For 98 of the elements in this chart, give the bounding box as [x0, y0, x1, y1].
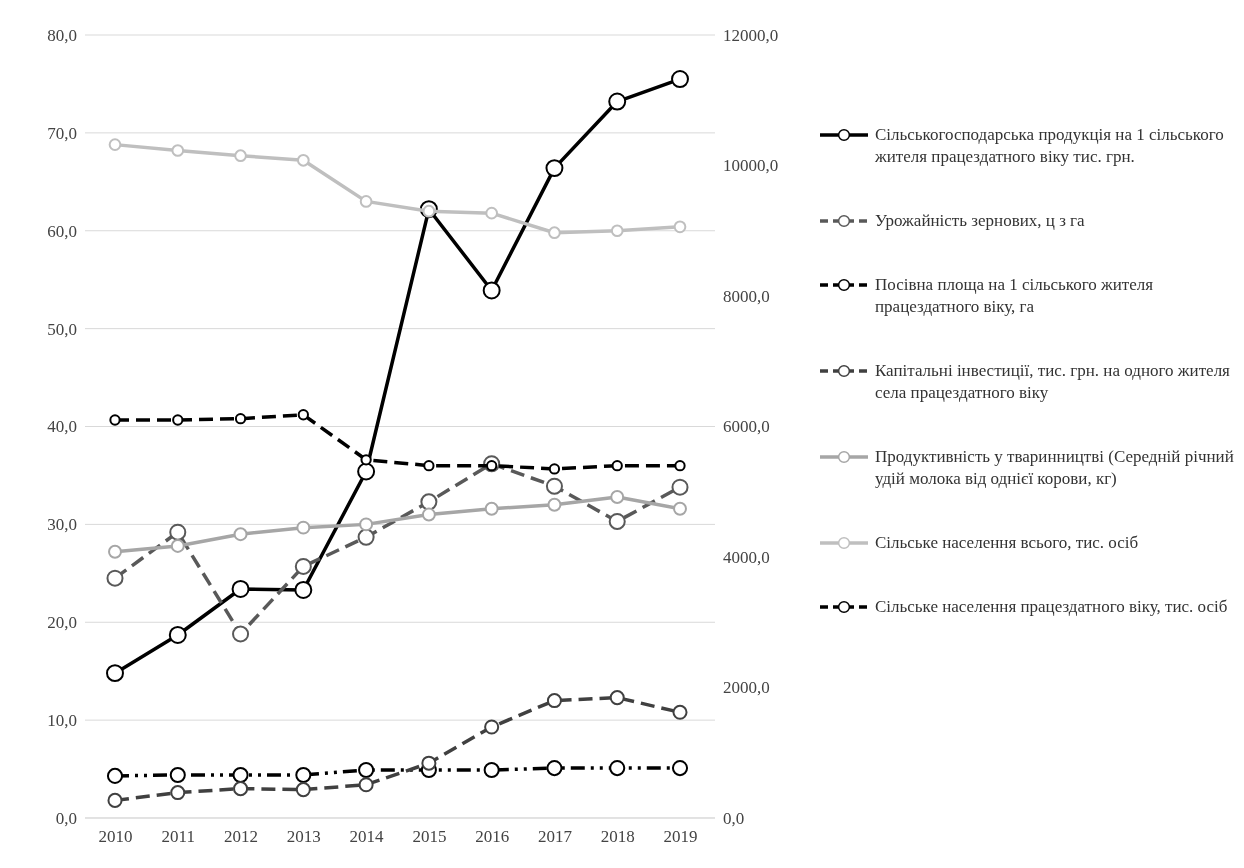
point — [357, 462, 376, 481]
point — [169, 766, 186, 783]
point — [231, 580, 250, 598]
point — [672, 704, 688, 720]
point — [232, 766, 249, 783]
point — [296, 153, 310, 167]
point — [545, 159, 564, 178]
point — [673, 220, 687, 234]
y-tick-label: 80,0 — [47, 25, 77, 45]
y-tick-label: 40,0 — [47, 417, 77, 437]
y2-tick-label: 12000,0 — [723, 25, 779, 45]
point — [357, 528, 375, 546]
point — [108, 138, 122, 151]
legend-label: Урожайність зернових, ц з га — [875, 211, 1086, 230]
point — [358, 762, 375, 779]
point — [608, 92, 627, 111]
x-tick-label: 2010 — [98, 827, 133, 847]
point — [482, 281, 501, 300]
point — [168, 626, 187, 644]
point — [421, 755, 437, 771]
x-tick-label: 2017 — [537, 827, 573, 847]
x-tick-label: 2014 — [349, 827, 385, 847]
point — [609, 760, 626, 777]
point — [172, 414, 184, 426]
y2-tick-label: 8000,0 — [723, 286, 770, 306]
point — [483, 762, 500, 779]
point — [171, 144, 185, 157]
x-tick-label: 2015 — [412, 827, 447, 847]
y2-tick-label: 0,0 — [723, 808, 745, 828]
point — [673, 501, 687, 516]
point — [610, 224, 624, 238]
y-tick-label: 0,0 — [55, 808, 77, 828]
point — [294, 557, 312, 575]
legend-label: Посівна площа на 1 сільського жителя працездатного віку, га — [875, 275, 1154, 316]
point — [484, 501, 499, 516]
legend-label: Сільськогосподарська продукція на 1 сільського жителя працездатного віку тис. грн. — [874, 125, 1224, 166]
legend-label: Сільське населення працездатного віку, тис. осіб — [875, 597, 1228, 616]
point — [609, 690, 625, 706]
point — [109, 414, 121, 426]
x-tick-label: 2019 — [663, 827, 698, 847]
point — [484, 719, 500, 735]
point — [608, 512, 626, 530]
point — [671, 70, 689, 89]
x-tick-label: 2011 — [161, 827, 195, 847]
point — [294, 580, 313, 599]
point — [295, 782, 311, 798]
point — [234, 413, 247, 425]
y2-tick-label: 6000,0 — [723, 417, 770, 437]
point — [423, 460, 435, 472]
x-tick-label: 2012 — [224, 827, 259, 847]
point — [295, 766, 312, 783]
legend-label: Сільське населення всього, тис. осіб — [875, 533, 1139, 552]
point — [671, 760, 689, 777]
point — [546, 693, 562, 709]
x-tick-label: 2013 — [286, 827, 321, 847]
point — [671, 478, 689, 496]
point — [610, 490, 625, 504]
point — [421, 507, 436, 522]
point — [106, 767, 124, 784]
point — [485, 206, 499, 220]
y2-tick-label: 4000,0 — [723, 547, 770, 567]
point — [108, 544, 122, 559]
y-tick-label: 20,0 — [47, 613, 77, 633]
point — [674, 460, 686, 472]
point — [232, 625, 250, 643]
point — [296, 520, 311, 535]
point — [107, 792, 123, 808]
point — [545, 477, 563, 495]
point — [169, 523, 187, 541]
point — [297, 409, 309, 421]
point — [548, 463, 561, 475]
x-tick-label: 2018 — [600, 827, 635, 847]
point — [170, 538, 185, 553]
y2-tick-label: 2000,0 — [723, 678, 770, 698]
legend-label: Капітальні інвестиції, тис. грн. на одного жителя села працездатного віку — [875, 361, 1231, 402]
point — [106, 569, 124, 587]
y-tick-label: 30,0 — [47, 515, 77, 535]
point — [359, 195, 373, 208]
x-tick-label: 2016 — [475, 827, 510, 847]
y-tick-label: 60,0 — [47, 221, 77, 241]
point — [234, 149, 247, 163]
point — [420, 493, 438, 511]
point — [233, 781, 249, 797]
y-tick-label: 10,0 — [47, 711, 77, 731]
point — [547, 497, 562, 512]
point — [359, 517, 374, 532]
point — [106, 664, 124, 683]
point — [170, 785, 186, 801]
point — [611, 460, 623, 472]
point — [358, 777, 374, 793]
point — [360, 454, 372, 466]
y-tick-label: 50,0 — [47, 319, 77, 339]
legend-label: Продуктивність у тваринництві (Середній річний удій молока від однієї корови, кг) — [875, 447, 1234, 488]
point — [233, 527, 248, 542]
y2-tick-label: 10000,0 — [723, 156, 779, 176]
point — [546, 760, 563, 777]
y-tick-label: 70,0 — [47, 123, 77, 143]
point — [548, 226, 561, 240]
